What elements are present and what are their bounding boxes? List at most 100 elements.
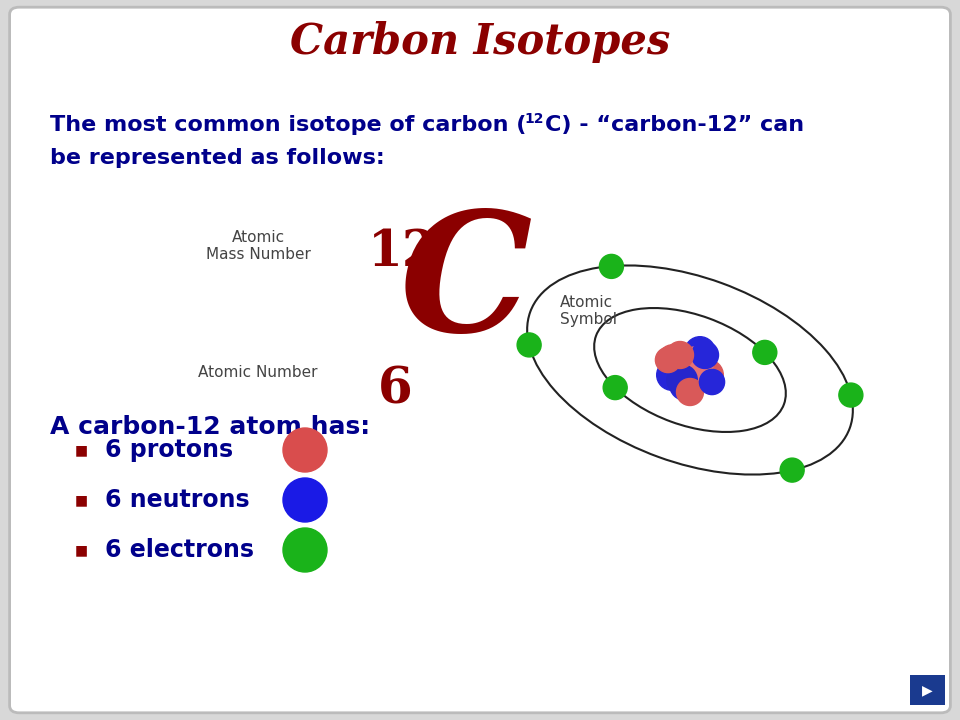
Circle shape: [757, 345, 772, 359]
Circle shape: [790, 468, 795, 472]
Circle shape: [601, 256, 622, 277]
Circle shape: [607, 379, 624, 396]
Circle shape: [602, 257, 621, 276]
Circle shape: [296, 491, 314, 509]
Circle shape: [699, 351, 702, 354]
Circle shape: [756, 344, 773, 361]
Circle shape: [670, 374, 674, 377]
Circle shape: [696, 346, 714, 364]
Circle shape: [290, 485, 320, 515]
Circle shape: [709, 379, 714, 384]
Text: Atomic Number: Atomic Number: [199, 365, 318, 380]
Circle shape: [679, 377, 685, 383]
Circle shape: [668, 343, 692, 367]
Circle shape: [676, 351, 684, 359]
Circle shape: [522, 338, 537, 352]
Circle shape: [673, 348, 686, 361]
Circle shape: [285, 430, 325, 470]
Circle shape: [669, 344, 691, 366]
Circle shape: [670, 368, 694, 392]
Circle shape: [612, 384, 619, 391]
Circle shape: [666, 341, 693, 369]
Circle shape: [525, 341, 533, 348]
Circle shape: [603, 258, 620, 275]
Circle shape: [753, 341, 777, 364]
Circle shape: [698, 348, 711, 361]
Circle shape: [681, 382, 700, 402]
Circle shape: [688, 391, 691, 393]
Circle shape: [670, 369, 700, 400]
Circle shape: [684, 387, 695, 397]
Circle shape: [703, 352, 708, 358]
Circle shape: [787, 465, 797, 475]
Circle shape: [694, 346, 707, 358]
Circle shape: [661, 364, 683, 386]
Circle shape: [678, 380, 702, 404]
Circle shape: [781, 459, 803, 481]
Circle shape: [665, 358, 670, 362]
Polygon shape: [910, 675, 945, 705]
Circle shape: [786, 464, 798, 476]
Circle shape: [289, 484, 322, 516]
Circle shape: [287, 482, 324, 518]
Circle shape: [689, 359, 701, 370]
Circle shape: [762, 350, 767, 355]
Text: 12: 12: [368, 228, 438, 277]
Circle shape: [684, 354, 706, 376]
Circle shape: [684, 385, 697, 399]
Circle shape: [656, 347, 681, 373]
Circle shape: [665, 352, 681, 368]
Circle shape: [673, 371, 691, 390]
Circle shape: [673, 373, 697, 397]
Circle shape: [664, 356, 672, 364]
Circle shape: [658, 350, 678, 370]
Circle shape: [301, 546, 309, 554]
Circle shape: [761, 348, 768, 356]
Circle shape: [783, 462, 801, 479]
Text: C: C: [400, 205, 533, 366]
Circle shape: [780, 458, 804, 482]
Circle shape: [679, 379, 691, 391]
Circle shape: [684, 384, 686, 387]
Circle shape: [710, 381, 713, 383]
Circle shape: [701, 367, 715, 382]
Circle shape: [680, 381, 701, 402]
Circle shape: [287, 531, 324, 568]
Circle shape: [697, 347, 713, 363]
Text: 6 protons: 6 protons: [105, 438, 233, 462]
Circle shape: [606, 261, 617, 272]
Circle shape: [682, 384, 698, 400]
Text: C) - “carbon-12” can: C) - “carbon-12” can: [545, 115, 804, 135]
Circle shape: [657, 348, 680, 372]
Circle shape: [849, 392, 853, 397]
Circle shape: [659, 361, 685, 389]
Text: The most common isotope of carbon (: The most common isotope of carbon (: [50, 115, 526, 135]
Circle shape: [701, 371, 723, 393]
Circle shape: [605, 377, 626, 398]
Circle shape: [756, 343, 775, 362]
Circle shape: [292, 437, 318, 463]
Circle shape: [517, 333, 541, 357]
Circle shape: [298, 443, 312, 457]
Circle shape: [519, 336, 539, 354]
Circle shape: [785, 463, 800, 477]
Circle shape: [612, 385, 617, 390]
Circle shape: [662, 349, 684, 371]
Circle shape: [760, 348, 770, 357]
Circle shape: [840, 384, 862, 406]
Circle shape: [666, 369, 678, 381]
Circle shape: [527, 343, 532, 347]
Circle shape: [289, 433, 322, 467]
Circle shape: [609, 264, 613, 269]
Circle shape: [604, 259, 618, 274]
Circle shape: [705, 374, 720, 390]
Circle shape: [667, 370, 677, 379]
Circle shape: [523, 339, 535, 351]
Circle shape: [693, 363, 697, 366]
Text: ■: ■: [75, 493, 88, 507]
Circle shape: [677, 379, 704, 405]
Circle shape: [660, 348, 685, 372]
Circle shape: [687, 390, 693, 395]
Circle shape: [839, 383, 863, 407]
Circle shape: [850, 394, 852, 396]
